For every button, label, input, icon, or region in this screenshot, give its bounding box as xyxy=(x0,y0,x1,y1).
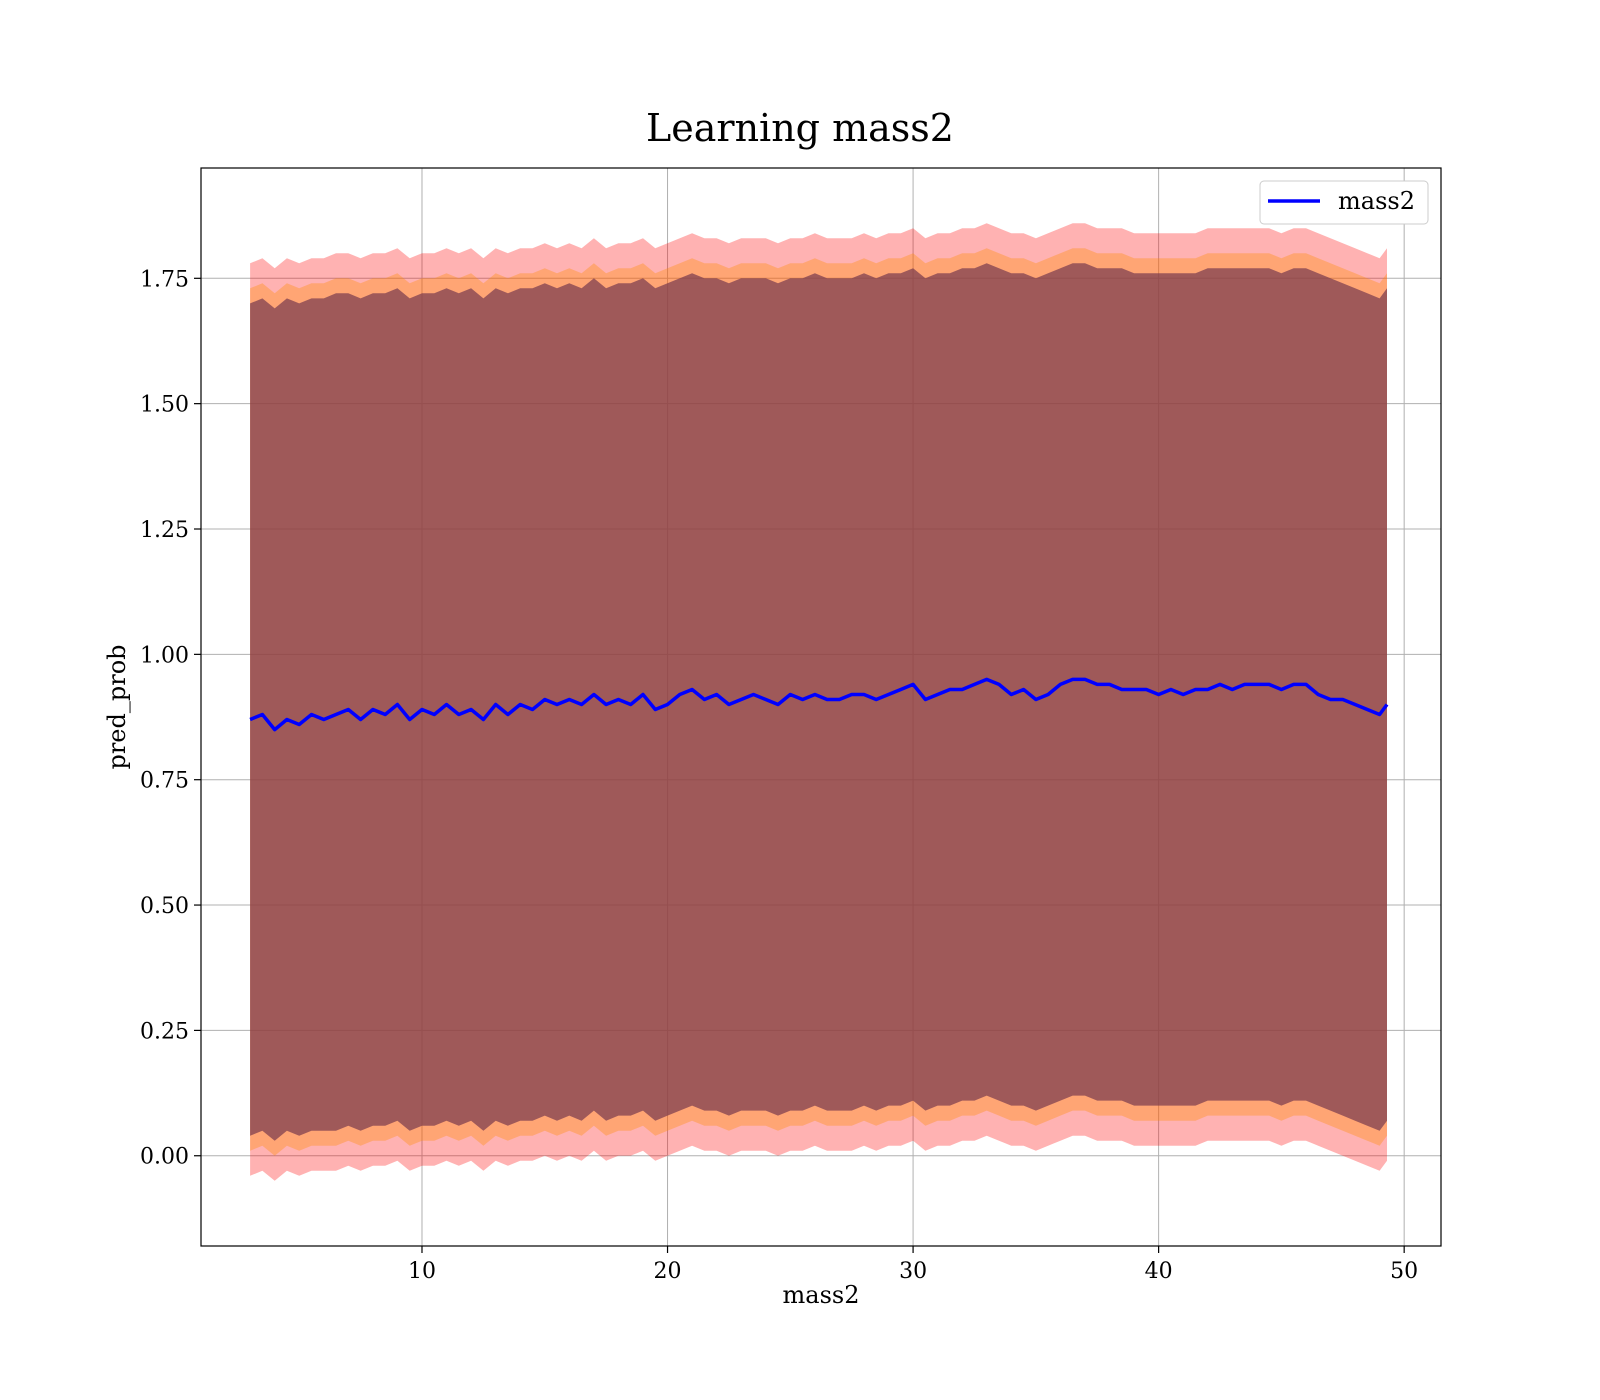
legend-label-mass2: mass2 xyxy=(1338,187,1415,215)
y-tick-label-1: 1.00 xyxy=(140,643,189,668)
legend: mass2 xyxy=(1259,180,1429,225)
confidence-bands xyxy=(250,223,1388,1181)
series-line-layer xyxy=(249,677,1389,732)
chart-title: Learning mass2 xyxy=(646,106,954,150)
y-tick-label-0.5: 0.50 xyxy=(140,894,189,919)
y-tick-label-1.5: 1.50 xyxy=(140,393,189,418)
x-tick-label-30: 30 xyxy=(899,1259,927,1284)
y-tick-label-1.25: 1.25 xyxy=(140,518,189,543)
y-axis-label: pred_prob xyxy=(103,644,131,769)
y-tick-label-0.75: 0.75 xyxy=(140,769,189,794)
y-tick-label-1.75: 1.75 xyxy=(140,267,189,292)
x-tick-label-50: 50 xyxy=(1390,1259,1418,1284)
legend-box xyxy=(1259,180,1429,225)
x-axis-ticks: 10 20 30 40 50 xyxy=(408,1246,1418,1284)
y-axis-ticks: 0.00 0.25 0.50 0.75 1.00 1.25 1.50 1.75 xyxy=(140,267,201,1170)
plot-area xyxy=(200,167,1442,1247)
x-tick-label-10: 10 xyxy=(408,1259,436,1284)
series-line-mass2 xyxy=(249,677,1389,732)
y-tick-label-0: 0.00 xyxy=(140,1145,189,1170)
x-tick-label-40: 40 xyxy=(1145,1259,1173,1284)
inner-band xyxy=(250,263,1388,1141)
y-tick-label-0.25: 0.25 xyxy=(140,1019,189,1044)
x-axis-label: mass2 xyxy=(783,1281,860,1309)
x-tick-label-20: 20 xyxy=(654,1259,682,1284)
